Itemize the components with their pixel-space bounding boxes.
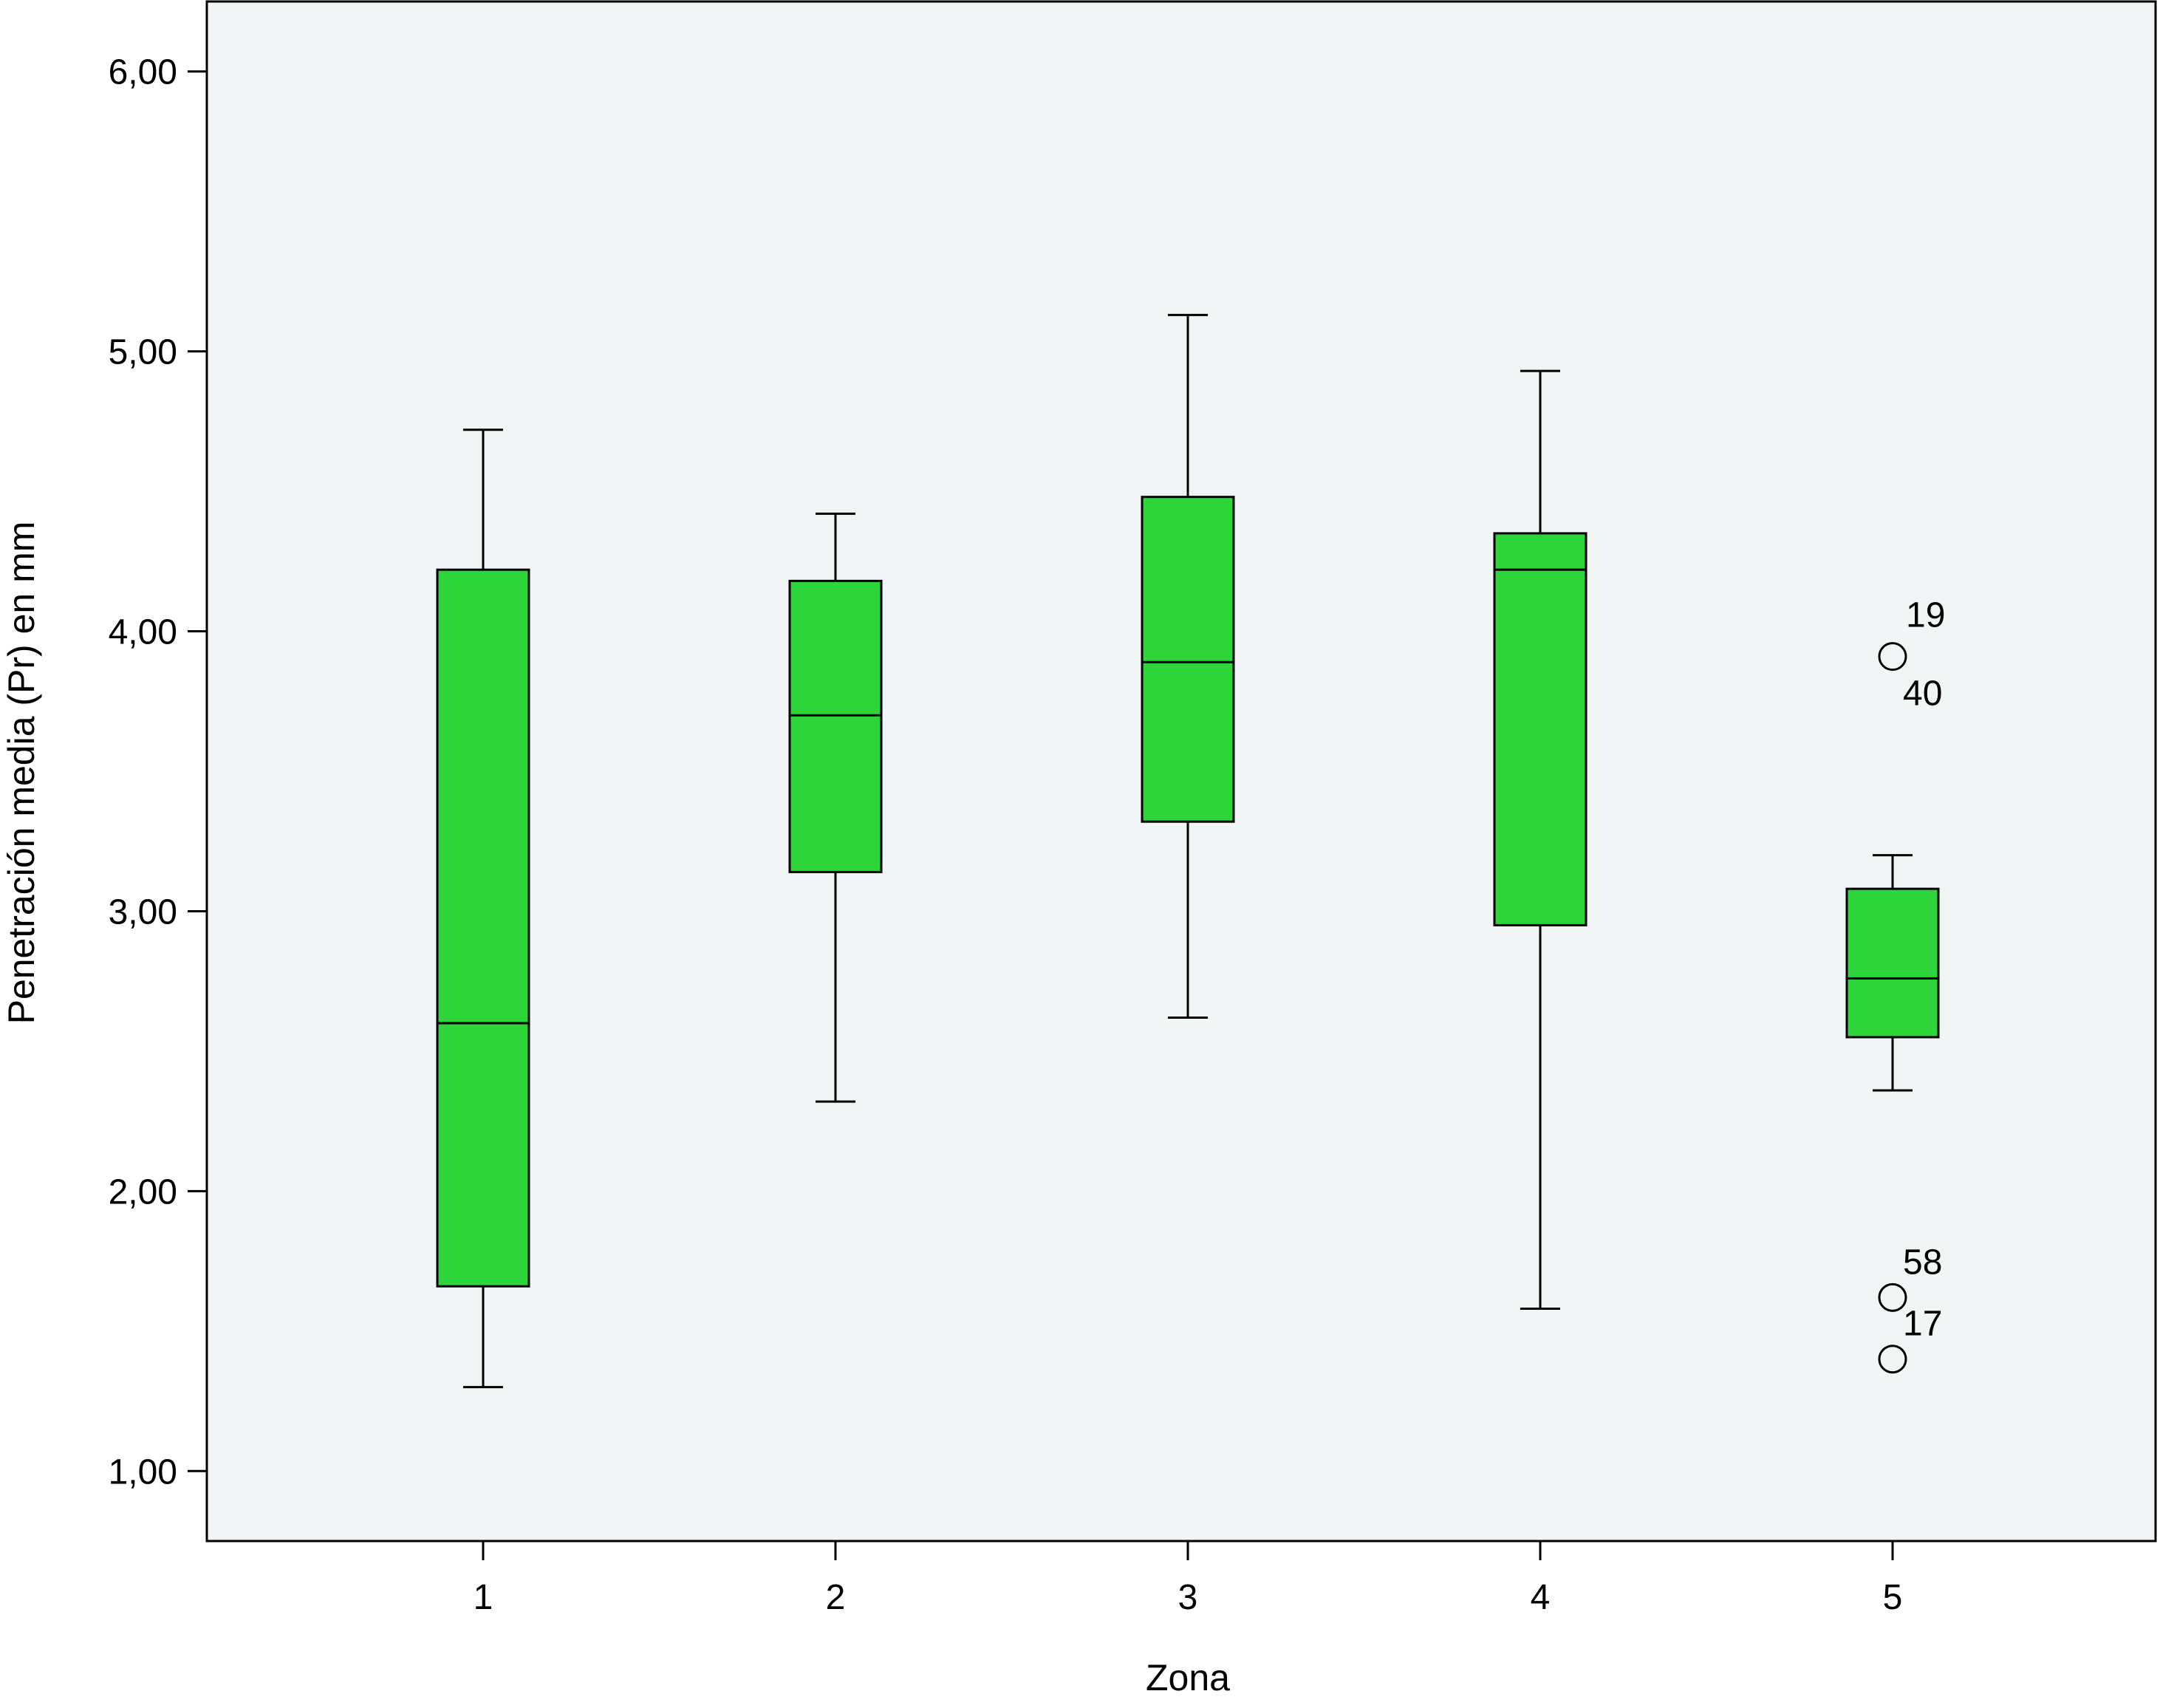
box-group-zona-2 [788,512,883,1103]
outlier-label: 17 [1903,1305,1942,1344]
x-axis-title: Zona [1146,1657,1230,1698]
x-tick-label: 4 [1531,1578,1551,1617]
outlier-point [1878,1345,1907,1374]
y-axis: 1,00 2,00 3,00 4,00 5,00 6,00 [109,53,207,1492]
x-tick-label: 2 [826,1578,846,1617]
x-tick-label: 5 [1883,1578,1903,1617]
y-tick-label: 3,00 [109,892,177,932]
y-tick-label: 4,00 [109,613,177,652]
outlier-point [1878,642,1907,672]
x-tick-label: 1 [474,1578,493,1617]
outlier-group: 17 [1878,1305,1942,1374]
x-axis: 1 2 3 4 5 [474,1541,1903,1617]
box-group-zona-1 [436,428,530,1389]
x-tick-label: 3 [1178,1578,1198,1617]
outlier-group: 58 [1878,1243,1942,1312]
iqr-box [1845,887,1940,1039]
y-tick-label: 2,00 [109,1172,177,1212]
box-group-zona-3 [1141,313,1235,1019]
y-axis-title: Penetración media (Pr) en mm [1,522,42,1025]
y-tick-label: 1,00 [109,1452,177,1492]
iqr-box [788,579,883,873]
box-group-zona-4 [1493,369,1587,1311]
outlier-label: 40 [1903,674,1942,714]
iqr-box [1493,532,1587,926]
y-tick-label: 6,00 [109,53,177,92]
iqr-box [436,568,530,1288]
iqr-box [1141,496,1235,823]
outlier-label: 19 [1906,596,1945,635]
box-group-zona-5 [1845,854,1940,1092]
outlier-point [1878,1282,1907,1312]
y-tick-label: 5,00 [109,333,177,372]
boxes-layer [436,313,1940,1389]
outlier-label: 58 [1903,1243,1942,1282]
